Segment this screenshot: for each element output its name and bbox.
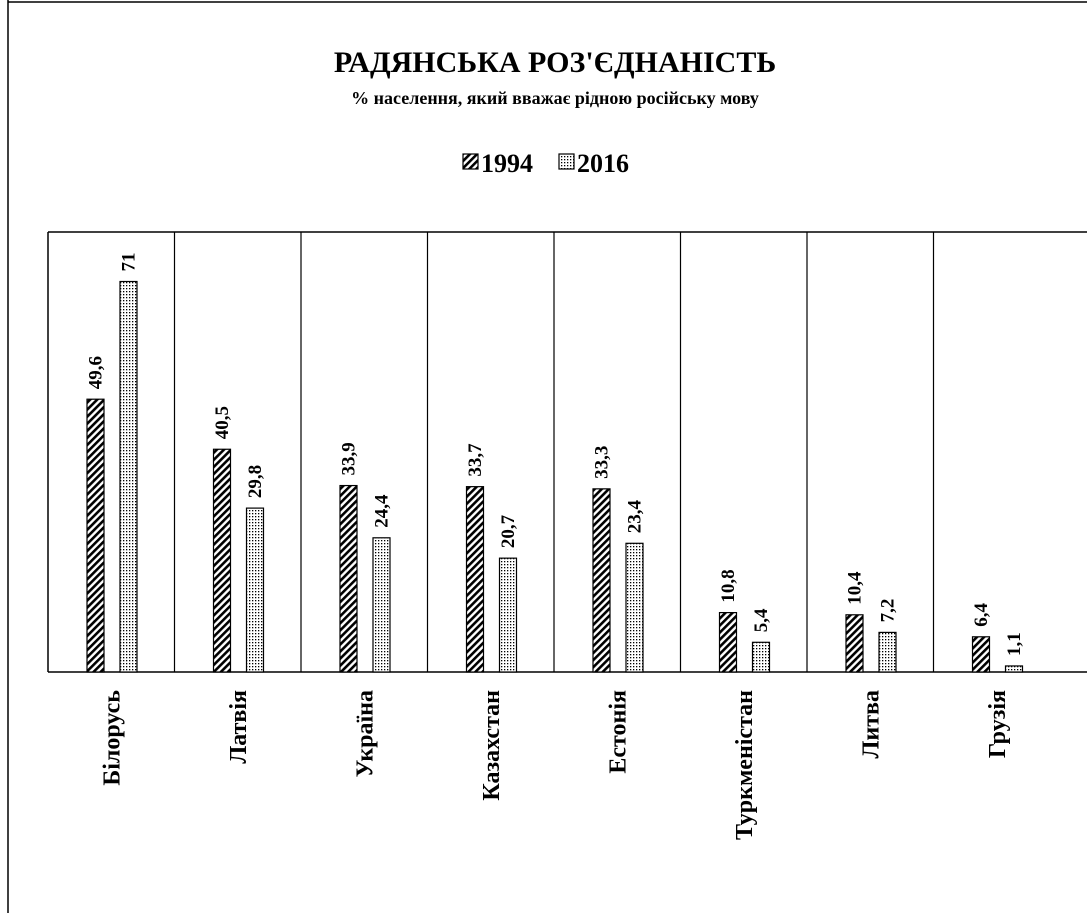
data-label: 20,7 (498, 514, 519, 548)
bar (878, 631, 897, 673)
data-label: 10,4 (845, 571, 866, 605)
chart-title: РАДЯНСЬКА РОЗ'ЄДНАНІСТЬ (334, 46, 776, 79)
x-tick-label: Латвія (226, 690, 252, 764)
data-label: 33,7 (465, 443, 486, 477)
x-tick-label: Естонія (605, 690, 631, 774)
x-tick-label: Україна (352, 690, 378, 777)
data-label: 10,8 (718, 569, 739, 602)
bar (592, 488, 611, 673)
plot-area: Білорусь 49,6 71 Латвія 40,5 29,8 Україна 33,9 2… (47, 231, 1087, 840)
legend: 1994 2016 (462, 149, 629, 178)
data-label: 33,3 (592, 446, 613, 479)
x-tick-label: Грузія (985, 690, 1011, 758)
legend-label: 1994 (481, 149, 533, 178)
x-tick-label: Туркменістан (732, 690, 758, 840)
data-label: 23,4 (625, 500, 646, 534)
bar (339, 484, 358, 673)
legend-swatch (558, 153, 575, 170)
bar (465, 486, 485, 673)
legend-swatch (462, 153, 479, 170)
data-label: 71 (119, 253, 140, 272)
bar (625, 542, 644, 673)
bar (971, 636, 991, 673)
bar (372, 537, 391, 673)
legend-label: 2016 (577, 149, 629, 178)
data-label: 29,8 (245, 465, 266, 498)
bar (751, 641, 771, 673)
data-label: 1,1 (1004, 632, 1025, 656)
x-tick-label: Казахстан (479, 690, 505, 801)
x-tick-label: Литва (858, 690, 884, 758)
chart-subtitle: % населення, який вважає рідною російськ… (351, 88, 759, 108)
bar (1004, 665, 1024, 673)
data-label: 33,9 (339, 442, 360, 475)
bar (119, 280, 138, 673)
bar (498, 557, 518, 673)
data-label: 6,4 (971, 603, 992, 627)
data-label: 24,4 (372, 494, 393, 528)
bar (845, 614, 864, 673)
bar (718, 611, 738, 673)
data-label: 40,5 (212, 406, 233, 439)
data-label: 7,2 (878, 599, 899, 623)
x-tick-label: Білорусь (99, 690, 125, 786)
bar (86, 398, 105, 673)
bar (212, 448, 232, 673)
data-label: 49,6 (86, 356, 107, 389)
data-label: 5,4 (751, 608, 772, 632)
bar (245, 507, 265, 673)
